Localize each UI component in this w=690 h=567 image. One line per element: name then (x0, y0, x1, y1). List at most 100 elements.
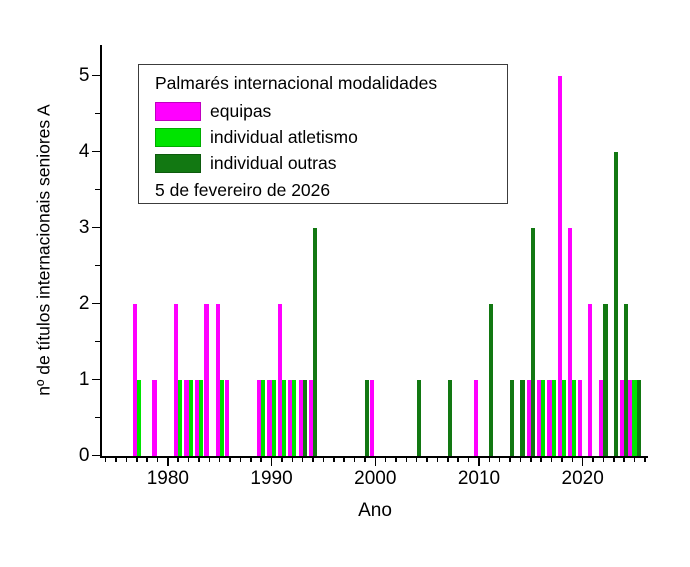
bar-1989-equipas (257, 379, 262, 456)
x-tick-minor (509, 457, 511, 462)
bar-2014-individual-outras (520, 379, 525, 456)
x-tick-label: 2010 (457, 467, 501, 489)
individual-outras-color-swatch (155, 154, 201, 173)
x-tick-minor (613, 457, 615, 462)
bar-1993-individual-outras (302, 379, 307, 456)
x-tick-minor (644, 457, 646, 462)
y-tick-minor (95, 112, 100, 115)
bar-2017-individual-atletismo (551, 379, 556, 456)
bar-2024-equipas (619, 379, 625, 456)
x-tick-minor (519, 457, 522, 462)
bar-2000-equipas (370, 379, 375, 456)
legend-label-equipas: equipas (210, 100, 272, 121)
x-tick-minor (467, 457, 470, 462)
bar-2015-equipas (526, 379, 531, 456)
x-tick-minor (602, 457, 605, 462)
bar-1990-individual-atletismo (271, 379, 276, 456)
x-tick-minor (156, 457, 159, 462)
x-tick-minor (136, 457, 138, 462)
y-tick-label: 1 (78, 368, 90, 390)
bar-2007-individual-outras (447, 379, 453, 456)
x-tick-minor (571, 457, 574, 462)
legend-box: Palmarés internacional modalidades equip… (138, 64, 508, 204)
x-tick-major (374, 457, 377, 466)
legend-title: Palmarés internacional modalidades (155, 73, 438, 93)
bar-1985-equipas (215, 303, 220, 456)
y-tick-minor (95, 416, 100, 419)
x-axis-title: Ano (358, 500, 392, 521)
x-tick-label: 2000 (354, 467, 397, 489)
y-tick-major (91, 454, 100, 457)
x-tick-minor (239, 457, 242, 462)
x-tick-minor (395, 457, 397, 462)
x-tick-minor (177, 457, 179, 462)
x-tick-major (270, 457, 273, 466)
x-tick-minor (208, 457, 211, 462)
bar-1994-equipas (308, 379, 314, 456)
bar-2019-individual-atletismo (572, 379, 577, 456)
bar-1977-equipas (132, 303, 137, 456)
bar-1983-individual-atletismo (198, 379, 204, 456)
bar-2021-equipas (588, 303, 593, 456)
x-tick-minor (633, 457, 636, 462)
x-tick-major (478, 457, 480, 466)
x-tick-label: 1990 (250, 467, 293, 489)
bar-2020-equipas (577, 379, 582, 456)
legend-row-individual-outras: individual outras (155, 151, 507, 177)
bar-2022-equipas (599, 379, 604, 456)
y-tick-label: 5 (78, 64, 90, 86)
x-tick-minor (291, 457, 294, 462)
legend-row-equipas: equipas (155, 99, 507, 125)
x-tick-minor (115, 457, 117, 462)
x-tick-minor (498, 457, 501, 462)
bar-2016-equipas (537, 379, 542, 456)
bar-1985-individual-atletismo (219, 379, 224, 456)
bar-1982-individual-atletismo (188, 379, 193, 456)
x-tick-minor (561, 457, 563, 462)
bar-1991-individual-atletismo (281, 379, 287, 456)
x-tick-minor (415, 457, 418, 462)
y-axis-title: nº de títulos internacionais seniores A (33, 104, 54, 396)
x-tick-minor (592, 457, 594, 462)
bar-1983-equipas (194, 379, 199, 456)
bar-2015-individual-outras (530, 227, 535, 456)
x-tick-minor (426, 457, 428, 462)
x-tick-minor (384, 457, 387, 462)
x-tick-major (581, 457, 584, 466)
x-tick-minor (364, 457, 366, 462)
x-tick-minor (447, 457, 449, 462)
bar-2017-equipas (547, 379, 552, 456)
bar-1989-individual-atletismo (261, 379, 266, 456)
x-axis (99, 455, 648, 458)
bar-2019-equipas (568, 227, 573, 456)
bar-2016-individual-atletismo (541, 379, 546, 456)
bar-2025-individual-atletismo (632, 379, 637, 456)
x-tick-minor (353, 457, 356, 462)
individual-atletismo-color-swatch (155, 128, 201, 147)
y-axis (99, 45, 102, 457)
bar-2011-individual-outras (489, 303, 494, 456)
bar-1981-individual-atletismo (178, 379, 183, 456)
x-tick-minor (250, 457, 252, 462)
bar-1986-equipas (225, 379, 230, 456)
bar-1999-individual-outras (364, 379, 370, 456)
bar-2010-equipas (473, 379, 479, 456)
y-tick-minor (95, 188, 100, 191)
x-tick-minor (198, 457, 200, 462)
equipas-color-swatch (155, 102, 201, 121)
y-tick-label: 2 (78, 292, 90, 314)
x-tick-minor (104, 457, 107, 462)
bar-1990-equipas (267, 379, 272, 456)
bar-2018-equipas (557, 75, 562, 456)
bar-1993-equipas (298, 379, 303, 456)
x-tick-minor (405, 457, 408, 462)
x-tick-minor (229, 457, 231, 462)
bar-1991-equipas (277, 303, 282, 456)
x-tick-minor (125, 457, 128, 462)
y-tick-label: 4 (78, 140, 90, 162)
x-tick-label: 1980 (146, 467, 189, 489)
legend-date-note: 5 de fevereiro de 2026 (155, 179, 331, 200)
x-tick-label: 2020 (561, 467, 604, 489)
y-tick-major (91, 302, 100, 305)
